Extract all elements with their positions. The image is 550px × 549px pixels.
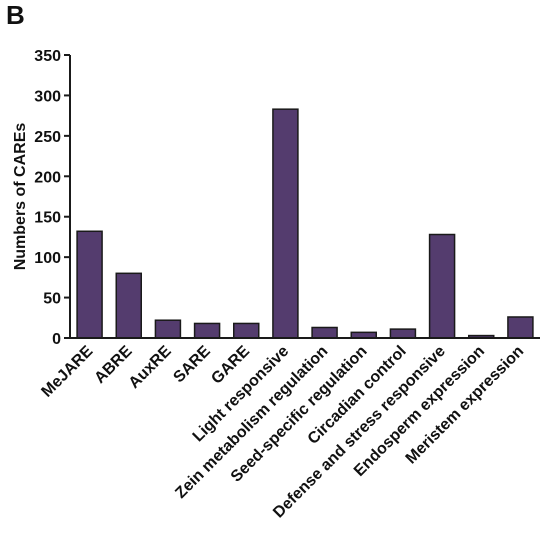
y-axis-label: Numbers of CAREs <box>12 123 29 271</box>
bar-abre <box>115 272 142 339</box>
x-tick-label: AuxRE <box>126 343 175 392</box>
bar-sare <box>193 322 221 339</box>
panel-label: B <box>6 0 25 30</box>
bars <box>76 108 534 339</box>
y-tick-label: 300 <box>34 88 61 105</box>
y-tick-label: 350 <box>34 48 61 65</box>
bar-mejare <box>76 230 103 339</box>
y-axis-ticks: 0 50 100 150 200 250 300 350 <box>34 48 70 348</box>
y-tick-label: 100 <box>34 250 61 267</box>
bar-circadian-control <box>389 328 417 339</box>
y-tick-label: 50 <box>43 291 61 308</box>
y-tick-label: 250 <box>34 129 61 146</box>
bar-light-responsive <box>272 108 299 339</box>
bar-meristem-expression <box>507 316 534 339</box>
bar-zein-metabolism-regulation <box>311 326 338 339</box>
bar-auxre <box>154 319 182 339</box>
bar-defense-and-stress-responsive <box>428 233 456 339</box>
y-tick-label: 150 <box>34 210 61 227</box>
x-tick-label: SARE <box>170 343 214 387</box>
bar-gare <box>233 322 260 339</box>
y-tick-label: 200 <box>34 169 61 186</box>
y-tick-label: 0 <box>52 331 61 348</box>
x-tick-label: MeJARE <box>38 343 96 401</box>
